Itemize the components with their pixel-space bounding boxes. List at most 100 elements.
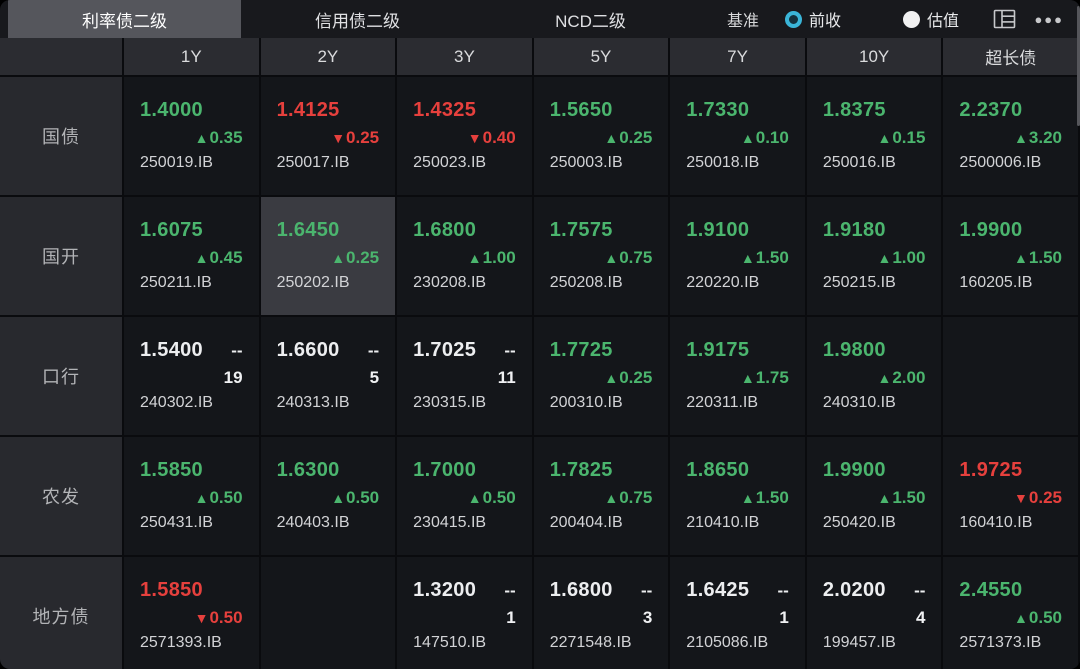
change-value: 1.00 xyxy=(482,248,516,267)
yield-value: 1.4000 xyxy=(140,99,203,121)
bond-cell[interactable]: 1.3200 -- 1 147510.IB xyxy=(397,557,534,669)
yield-value: 1.5650 xyxy=(549,99,613,121)
tab-rate-bond-secondary[interactable]: 利率债二级 xyxy=(8,0,241,38)
more-options-icon[interactable]: ●●● xyxy=(1034,11,1064,27)
cell-change-line: 4 xyxy=(823,608,926,628)
yield-value: 1.9100 xyxy=(686,219,750,241)
cell-top-line: 1.6075 xyxy=(140,219,243,241)
quote-count: 4 xyxy=(915,608,926,627)
change-value: 0.50 xyxy=(482,488,516,507)
cell-top-line: 1.4000 xyxy=(140,99,243,121)
down-triangle-icon: ▼ xyxy=(1014,490,1028,506)
bond-cell[interactable]: 2.4550 ▲0.50 2571373.IB xyxy=(943,557,1080,669)
bond-cell[interactable]: 1.4125 ▼0.25 250017.IB xyxy=(260,77,398,197)
bond-cell[interactable]: 1.5400 -- 19 240302.IB xyxy=(124,317,261,437)
bond-code: 230208.IB xyxy=(413,274,487,291)
bond-cell[interactable]: 1.6800 ▲1.00 230208.IB xyxy=(397,197,534,317)
bond-cell[interactable]: 1.8375 ▲0.15 250016.IB xyxy=(806,77,944,197)
bond-cell[interactable]: 1.9180 ▲1.00 250215.IB xyxy=(806,197,944,317)
bond-code: 250016.IB xyxy=(822,154,896,171)
bond-code: 230315.IB xyxy=(413,394,487,411)
bond-cell[interactable]: 1.8650 ▲1.50 210410.IB xyxy=(670,437,807,557)
bond-cell[interactable]: 1.6800 -- 3 2271548.IB xyxy=(533,557,671,669)
cell-top-line: 1.7725 xyxy=(550,339,653,361)
cell-change-line: ▲1.50 xyxy=(823,488,925,508)
bond-cell[interactable]: 1.7725 ▲0.25 200310.IB xyxy=(533,317,671,437)
change-value: 3.20 xyxy=(1028,128,1062,147)
cell-change-line: ▼0.40 xyxy=(413,128,516,148)
yield-value: 2.4550 xyxy=(959,579,1023,601)
cell-change-line: ▲0.15 xyxy=(823,128,925,148)
cell-top-line: 1.3200 -- xyxy=(413,579,516,601)
bond-cell[interactable]: 1.6300 ▲0.50 240403.IB xyxy=(260,437,398,557)
bond-cell[interactable]: 1.5850 ▼0.50 2571393.IB xyxy=(124,557,261,669)
tab-bar: 利率债二级 信用债二级 NCD二级 xyxy=(8,0,707,38)
no-change-dash: -- xyxy=(231,341,243,360)
tab-credit-bond-secondary[interactable]: 信用债二级 xyxy=(315,11,400,31)
bond-cell[interactable]: 1.4325 ▼0.40 250023.IB xyxy=(397,77,534,197)
cell-top-line: 1.9180 xyxy=(823,219,926,241)
bond-cell[interactable]: 1.7575 ▲0.75 250208.IB xyxy=(533,197,671,317)
cell-change-line: ▲1.50 xyxy=(686,488,789,508)
cell-top-line: 1.6600 -- xyxy=(277,339,380,361)
cell-top-line: 1.7575 xyxy=(550,219,653,241)
bond-cell[interactable]: 1.6450 ▲0.25 250202.IB xyxy=(260,197,398,317)
no-change-dash: -- xyxy=(367,341,380,360)
cell-change-line: ▲0.50 xyxy=(413,488,516,508)
bond-cell[interactable]: 1.9100 ▲1.50 220220.IB xyxy=(670,197,807,317)
bond-code: 230415.IB xyxy=(413,514,487,531)
radio-valuation[interactable]: 估值 xyxy=(903,7,959,31)
up-triangle-icon: ▲ xyxy=(877,490,892,506)
topbar: 利率债二级 信用债二级 NCD二级 基准 前收 估值 xyxy=(0,0,1080,38)
cell-change-line: ▲0.25 xyxy=(550,368,652,388)
yield-value: 1.7000 xyxy=(413,459,477,481)
tab-ncd-secondary[interactable]: NCD二级 xyxy=(555,11,626,31)
cell-change-line: 3 xyxy=(550,608,652,628)
bond-cell[interactable]: 1.9900 ▲1.50 160205.IB xyxy=(943,197,1080,317)
cell-top-line: 1.6450 xyxy=(277,219,380,241)
cell-top-line: 1.7025 -- xyxy=(413,339,516,361)
bond-cell[interactable]: 1.9900 ▲1.50 250420.IB xyxy=(806,437,944,557)
down-triangle-icon: ▼ xyxy=(194,610,209,626)
bond-cell[interactable]: 1.7330 ▲0.10 250018.IB xyxy=(670,77,807,197)
cell-change-line: ▲0.45 xyxy=(140,248,243,268)
bond-cell[interactable]: 1.9725 ▼0.25 160410.IB xyxy=(943,437,1080,557)
radio-prev-close-label: 前收 xyxy=(809,13,842,30)
radio-prev-close[interactable]: 前收 xyxy=(785,7,841,31)
bond-cell[interactable]: 1.4000 ▲0.35 250019.IB xyxy=(124,77,261,197)
up-triangle-icon: ▲ xyxy=(1014,610,1028,626)
bond-cell[interactable]: 1.7825 ▲0.75 200404.IB xyxy=(533,437,671,557)
bond-cell[interactable]: 1.5650 ▲0.25 250003.IB xyxy=(533,77,671,197)
bond-cell[interactable]: 1.7000 ▲0.50 230415.IB xyxy=(397,437,534,557)
change-value: 0.45 xyxy=(209,248,243,267)
cell-change-line: ▼0.50 xyxy=(140,608,243,628)
bond-cell[interactable]: 2.0200 -- 4 199457.IB xyxy=(806,557,944,669)
layout-panel-icon[interactable] xyxy=(993,9,1016,29)
yield-value: 1.8650 xyxy=(686,459,750,481)
cell-change-line: ▲0.75 xyxy=(550,488,652,508)
bond-cell[interactable]: 1.7025 -- 11 230315.IB xyxy=(397,317,534,437)
bond-code: 250019.IB xyxy=(140,154,213,171)
no-change-dash: -- xyxy=(640,581,653,600)
bond-code: 2571393.IB xyxy=(140,634,222,651)
cell-change-line: ▲1.00 xyxy=(413,248,516,268)
row-label: 口行 xyxy=(0,317,124,437)
up-triangle-icon: ▲ xyxy=(1014,130,1028,146)
bond-cell[interactable]: 1.9175 ▲1.75 220311.IB xyxy=(670,317,807,437)
scrollbar-thumb[interactable] xyxy=(1077,6,1080,126)
cell-top-line: 1.9800 xyxy=(823,339,926,361)
bond-cell[interactable]: 2.2370 ▲3.20 2500006.IB xyxy=(943,77,1080,197)
bond-cell[interactable]: 1.5850 ▲0.50 250431.IB xyxy=(124,437,261,557)
bond-code: 200404.IB xyxy=(549,514,623,531)
up-triangle-icon: ▲ xyxy=(604,130,619,146)
bond-cell[interactable]: 1.6425 -- 1 2105086.IB xyxy=(670,557,807,669)
benchmark-label: 基准 xyxy=(727,13,760,30)
cell-top-line: 1.9900 xyxy=(823,459,926,481)
cell-top-line: 1.5850 xyxy=(140,459,243,481)
yield-value: 2.0200 xyxy=(822,579,886,601)
yield-value: 1.9900 xyxy=(959,219,1023,241)
bond-cell[interactable]: 1.6600 -- 5 240313.IB xyxy=(260,317,398,437)
bond-cell[interactable]: 1.9800 ▲2.00 240310.IB xyxy=(806,317,944,437)
change-value: 0.25 xyxy=(346,128,380,147)
bond-cell[interactable]: 1.6075 ▲0.45 250211.IB xyxy=(124,197,261,317)
